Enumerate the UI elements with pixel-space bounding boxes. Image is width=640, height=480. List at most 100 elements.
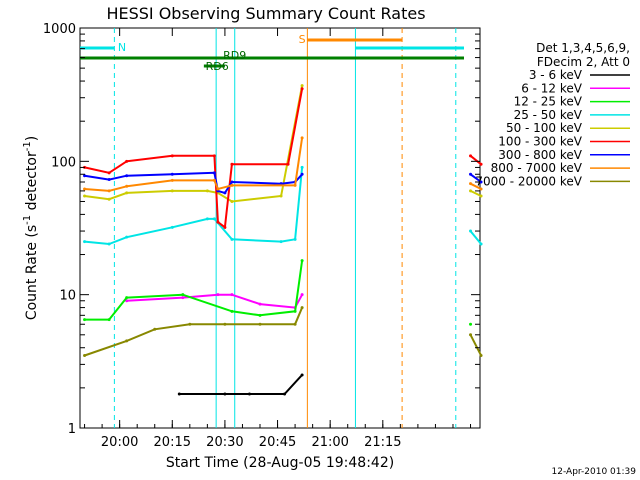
series-point-9 xyxy=(300,306,304,310)
series-point-5 xyxy=(469,189,473,193)
series-point-8 xyxy=(212,178,216,182)
series-point-4 xyxy=(212,217,216,221)
series-point-5 xyxy=(279,194,283,198)
series-point-6 xyxy=(300,87,304,91)
series-point-4 xyxy=(279,240,283,244)
series-point-6 xyxy=(230,162,234,166)
series-point-7 xyxy=(479,180,483,184)
series-point-2 xyxy=(300,293,304,297)
series-point-9 xyxy=(258,322,262,326)
y-tick-label: 1000 xyxy=(43,22,76,37)
series-point-3 xyxy=(107,318,111,322)
series-point-2 xyxy=(230,293,234,297)
series-point-8 xyxy=(300,136,304,140)
annotation-label-4: S xyxy=(299,33,306,46)
series-point-9 xyxy=(293,322,297,326)
series-point-6 xyxy=(479,162,483,166)
y-tick-label: 1 xyxy=(68,422,76,437)
footer-timestamp: 12-Apr-2010 01:39 xyxy=(552,467,637,477)
series-point-8 xyxy=(230,183,234,187)
series-point-7 xyxy=(170,172,174,176)
series-line-9-seg1 xyxy=(84,307,304,357)
series-point-5 xyxy=(83,194,87,198)
series-point-8 xyxy=(216,187,220,191)
series-line-5-seg2 xyxy=(470,189,482,197)
annotation-label-3: RD9 xyxy=(223,49,246,62)
x-tick-label: 20:45 xyxy=(259,435,296,450)
series-point-8 xyxy=(293,183,297,187)
series-line-4-seg2 xyxy=(469,230,482,245)
series-point-7 xyxy=(469,172,473,176)
y-axis-label: Count Rate (s-1 detector-1) xyxy=(22,136,40,320)
series-point-6 xyxy=(216,220,220,224)
series-point-9 xyxy=(153,327,157,331)
series-line-6-seg1 xyxy=(84,88,304,230)
series-line-9-seg2 xyxy=(469,334,482,356)
series-point-5 xyxy=(170,189,174,193)
series-point-5 xyxy=(107,197,111,201)
series-point-6 xyxy=(469,154,473,158)
x-tick-label: 20:00 xyxy=(101,435,138,450)
series-point-1 xyxy=(247,392,251,396)
series-point-6 xyxy=(125,159,129,163)
y-axis-label-sup1: -1 xyxy=(22,215,33,225)
series-point-4 xyxy=(205,217,209,221)
series-point-4 xyxy=(83,240,87,244)
y-axis-label-sup2: -1 xyxy=(22,141,33,151)
series-point-4 xyxy=(479,242,483,246)
legend-label-9: 7000 - 20000 keV xyxy=(475,174,582,188)
x-axis-label: Start Time (28-Aug-05 19:48:42) xyxy=(166,455,394,471)
series-point-4 xyxy=(230,237,234,241)
series-point-3 xyxy=(83,318,87,322)
plot-frame xyxy=(79,27,481,429)
legend-label-7: 300 - 800 keV xyxy=(498,148,582,162)
annotation-lines xyxy=(80,28,464,428)
series-point-4 xyxy=(293,237,297,241)
legend-label-8: 800 - 7000 keV xyxy=(491,161,583,175)
series-point-9 xyxy=(188,322,192,326)
legend-label-1: 3 - 6 keV xyxy=(529,68,583,82)
series-point-7 xyxy=(230,180,234,184)
series-point-1 xyxy=(177,392,181,396)
x-axis-ticks: 20:00 20:15 20:30 20:45 21:00 21:15 xyxy=(84,28,472,450)
series-point-9 xyxy=(479,353,483,357)
y-axis-label-main: Count Rate (s xyxy=(24,225,40,320)
series-line-1-seg1 xyxy=(179,374,303,395)
series-point-3 xyxy=(469,322,473,326)
series-point-4 xyxy=(107,242,111,246)
annotation-label-2: RD6 xyxy=(206,60,229,73)
series-point-8 xyxy=(479,187,483,191)
x-tick-label: 20:30 xyxy=(206,435,243,450)
series-point-9 xyxy=(125,339,129,343)
chart-title: HESSI Observing Summary Count Rates xyxy=(106,4,425,23)
series-point-7 xyxy=(212,171,216,175)
series-point-5 xyxy=(230,199,234,203)
legend-label-4: 25 - 50 keV xyxy=(514,108,583,122)
series-line-8-seg2 xyxy=(470,182,482,190)
series-point-2 xyxy=(216,293,220,297)
legend-header-line1: Det 1,3,4,5,6,9, xyxy=(536,41,630,55)
series-point-1 xyxy=(300,373,304,377)
legend-label-2: 6 - 12 keV xyxy=(521,81,583,95)
series-line-4-seg1 xyxy=(84,167,304,246)
series-point-7 xyxy=(300,172,304,176)
series-point-8 xyxy=(107,189,111,193)
series-point-3 xyxy=(258,313,262,317)
legend-label-5: 50 - 100 keV xyxy=(506,121,583,135)
series-point-7 xyxy=(125,174,129,178)
series-point-8 xyxy=(469,182,473,186)
series-point-8 xyxy=(83,187,87,191)
series-point-5 xyxy=(300,84,304,88)
series-point-8 xyxy=(170,178,174,182)
legend: Det 1,3,4,5,6,9, FDecim 2, Att 0 3 - 6 k… xyxy=(475,41,630,188)
series-line-7-seg1 xyxy=(84,171,303,195)
y-axis-label-mid: detector xyxy=(24,151,40,215)
series-point-2 xyxy=(258,302,262,306)
y-tick-label: 100 xyxy=(51,155,76,170)
series-line-6-seg2 xyxy=(469,155,482,166)
legend-label-3: 12 - 25 keV xyxy=(514,95,583,109)
series-point-6 xyxy=(212,154,216,158)
series-point-7 xyxy=(83,174,87,178)
